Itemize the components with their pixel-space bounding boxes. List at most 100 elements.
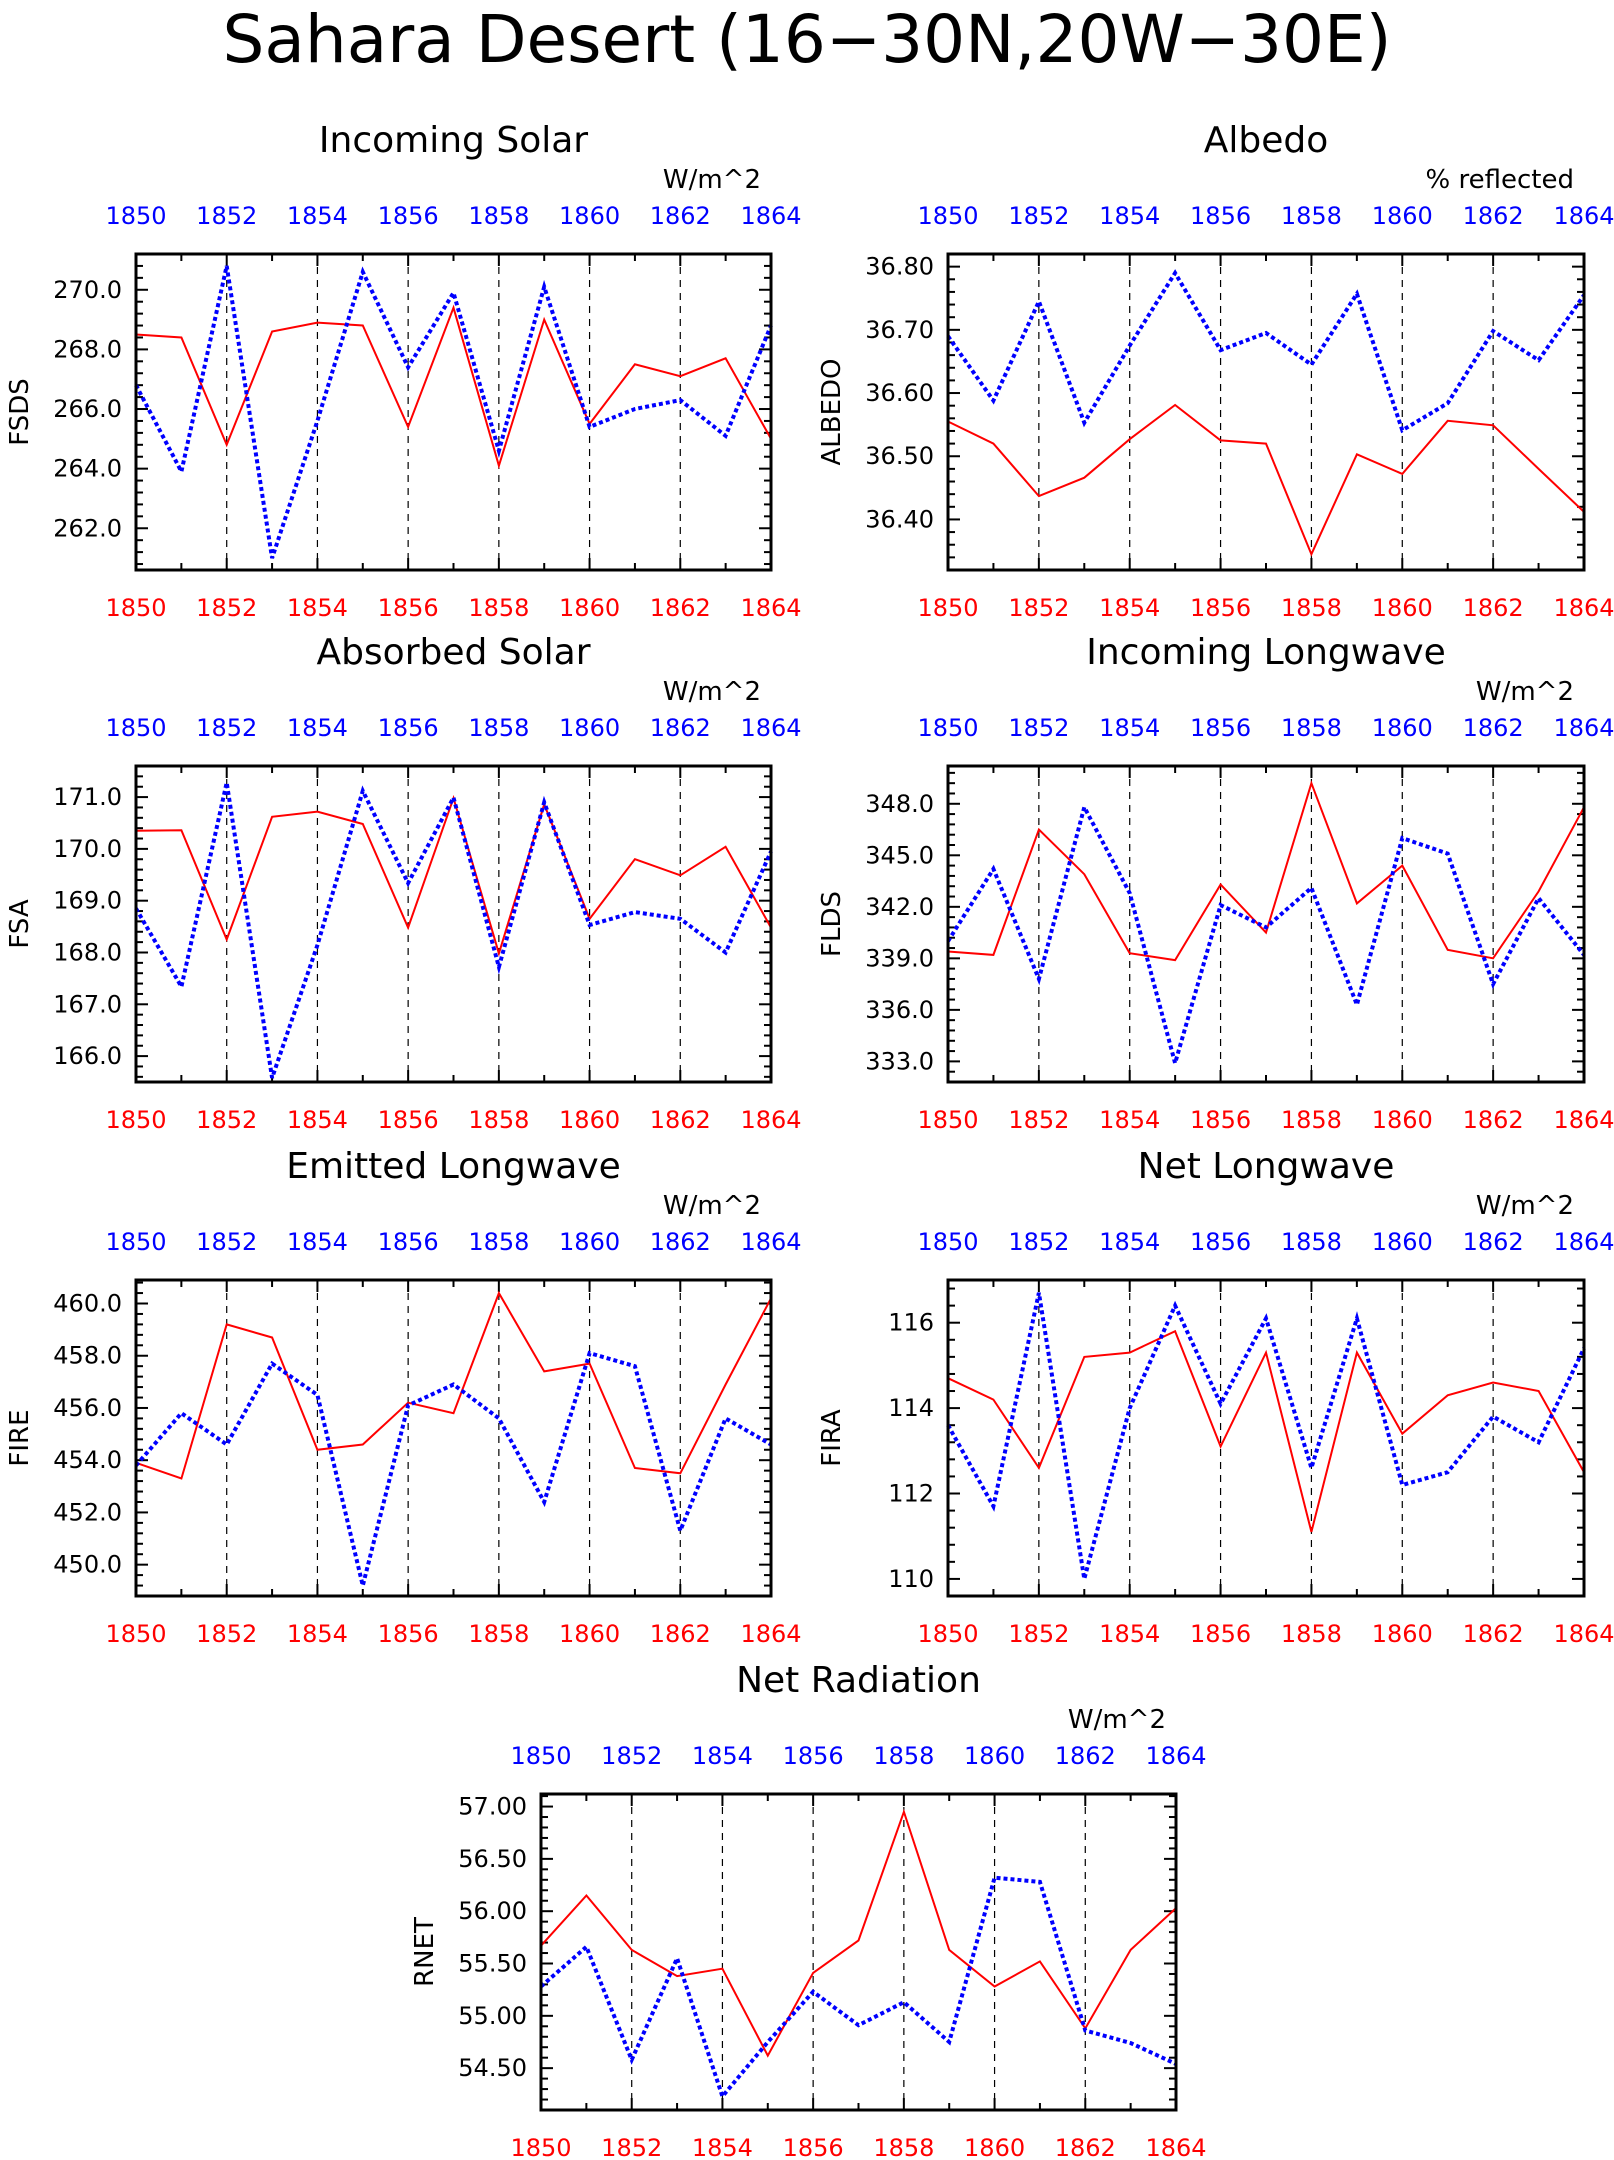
x-tick-label-bottom: 1850 — [510, 2134, 571, 2160]
x-tick-label-bottom: 1850 — [105, 1620, 166, 1648]
y-tick-label: 339.0 — [865, 944, 934, 972]
x-tick-label-top: 1858 — [468, 1228, 529, 1256]
y-axis-label: FIRE — [5, 1409, 35, 1466]
x-tick-label-top: 1852 — [196, 1228, 257, 1256]
panel-flds: Incoming Longwave W/m^2 1850 1850 1852 1852 18… — [817, 632, 1614, 1134]
x-tick-label-top: 1850 — [105, 714, 166, 742]
series-line-blue — [134, 782, 773, 1079]
x-tick-label-bottom: 1856 — [1190, 1620, 1251, 1648]
x-tick-label-top: 1856 — [783, 1742, 844, 1770]
y-tick-label: 169.0 — [53, 887, 122, 915]
x-tick-label-bottom: 1852 — [1008, 1106, 1069, 1134]
series-line-red — [947, 403, 1585, 557]
y-tick-label: 348.0 — [865, 790, 934, 818]
x-tick-label-top: 1858 — [1281, 202, 1342, 230]
x-tick-label-top: 1862 — [1463, 202, 1524, 230]
x-tick-label-bottom: 1862 — [1463, 1620, 1524, 1648]
x-tick-label-top: 1854 — [287, 202, 348, 230]
x-tick-label-bottom: 1854 — [1099, 1106, 1160, 1134]
y-axis-label: FIRA — [817, 1409, 847, 1467]
x-tick-label-bottom: 1856 — [378, 1106, 439, 1134]
y-tick-label: 110 — [888, 1565, 934, 1593]
panel-fira: Net Longwave W/m^2 1850 1850 1852 1852 1854 185… — [817, 1146, 1614, 1648]
panel-title: Net Longwave — [1138, 1146, 1395, 1187]
x-tick-label-bottom: 1858 — [468, 1106, 529, 1134]
x-tick-label-bottom: 1856 — [1190, 1106, 1251, 1134]
x-tick-label-bottom: 1856 — [1190, 594, 1251, 622]
units-label: W/m^2 — [1476, 1191, 1574, 1221]
figure-title: Sahara Desert (16−30N,20W−30E) — [223, 1, 1392, 78]
y-tick-label: 266.0 — [53, 395, 122, 423]
x-tick-label-top: 1864 — [740, 714, 801, 742]
x-tick-label-top: 1864 — [1145, 1742, 1206, 1770]
x-tick-label-bottom: 1862 — [1055, 2134, 1116, 2160]
y-tick-label: 170.0 — [53, 835, 122, 863]
x-tick-label-bottom: 1862 — [650, 1106, 711, 1134]
y-tick-label: 458.0 — [53, 1342, 122, 1370]
x-tick-label-top: 1852 — [196, 714, 257, 742]
x-tick-label-bottom: 1858 — [1281, 1106, 1342, 1134]
series-line-red — [947, 780, 1585, 962]
y-tick-label: 264.0 — [53, 455, 122, 483]
x-tick-label-bottom: 1860 — [559, 1106, 620, 1134]
y-tick-label: 166.0 — [53, 1042, 122, 1070]
y-tick-label: 114 — [888, 1394, 934, 1422]
units-label: W/m^2 — [663, 1191, 761, 1221]
x-tick-label-bottom: 1860 — [1372, 1620, 1433, 1648]
x-tick-label-bottom: 1854 — [1099, 594, 1160, 622]
x-tick-label-top: 1850 — [917, 202, 978, 230]
x-tick-label-top: 1858 — [468, 202, 529, 230]
x-tick-label-top: 1850 — [917, 1228, 978, 1256]
x-tick-label-bottom: 1854 — [287, 594, 348, 622]
y-tick-label: 55.50 — [458, 1950, 527, 1978]
x-tick-label-top: 1850 — [105, 202, 166, 230]
series-line-blue — [134, 265, 773, 559]
x-tick-label-bottom: 1854 — [1099, 1620, 1160, 1648]
x-tick-label-top: 1854 — [1099, 202, 1160, 230]
x-tick-label-bottom: 1864 — [1145, 2134, 1206, 2160]
x-tick-label-top: 1858 — [1281, 714, 1342, 742]
units-label: W/m^2 — [663, 677, 761, 707]
x-tick-label-top: 1862 — [1055, 1742, 1116, 1770]
y-tick-label: 168.0 — [53, 938, 122, 966]
x-tick-label-top: 1852 — [1008, 202, 1069, 230]
x-tick-label-top: 1860 — [1372, 714, 1433, 742]
x-tick-label-top: 1856 — [1190, 1228, 1251, 1256]
x-tick-label-top: 1862 — [650, 714, 711, 742]
series-line-blue — [134, 1350, 772, 1587]
y-axis-label: FSDS — [5, 378, 35, 446]
x-tick-label-top: 1854 — [1099, 1228, 1160, 1256]
series-line-red — [135, 304, 772, 470]
series-line-blue — [946, 1292, 1586, 1580]
x-tick-label-top: 1858 — [468, 714, 529, 742]
panel-title: Albedo — [1204, 120, 1329, 161]
x-tick-label-top: 1856 — [378, 202, 439, 230]
x-tick-label-bottom: 1858 — [468, 594, 529, 622]
x-tick-label-bottom: 1850 — [105, 1106, 166, 1134]
x-tick-label-bottom: 1862 — [650, 594, 711, 622]
x-tick-label-bottom: 1858 — [1281, 1620, 1342, 1648]
x-tick-label-bottom: 1860 — [1372, 1106, 1433, 1134]
y-tick-label: 167.0 — [53, 990, 122, 1018]
x-tick-label-top: 1860 — [964, 1742, 1025, 1770]
y-tick-label: 460.0 — [53, 1290, 122, 1318]
series-line-blue — [539, 1875, 1177, 2101]
y-tick-label: 36.40 — [865, 505, 934, 533]
units-label: % reflected — [1426, 165, 1574, 195]
y-tick-label: 345.0 — [865, 841, 934, 869]
units-label: W/m^2 — [1068, 1705, 1166, 1735]
series-line-blue — [946, 269, 1586, 434]
panel-title: Incoming Longwave — [1086, 632, 1446, 673]
y-axis-label: FSA — [5, 899, 35, 948]
x-tick-label-top: 1850 — [105, 1228, 166, 1256]
x-tick-label-top: 1862 — [650, 202, 711, 230]
x-tick-label-bottom: 1862 — [1463, 1106, 1524, 1134]
y-tick-label: 57.00 — [458, 1793, 527, 1821]
series-line-red — [135, 1290, 772, 1480]
plot-frame — [134, 764, 773, 1084]
panel-albedo: Albedo % reflected 1850 1850 1852 1852 1854 185… — [817, 120, 1614, 622]
x-tick-label-bottom: 1864 — [740, 594, 801, 622]
y-tick-label: 456.0 — [53, 1394, 122, 1422]
series-line-red — [947, 1329, 1585, 1533]
x-tick-label-top: 1856 — [1190, 714, 1251, 742]
